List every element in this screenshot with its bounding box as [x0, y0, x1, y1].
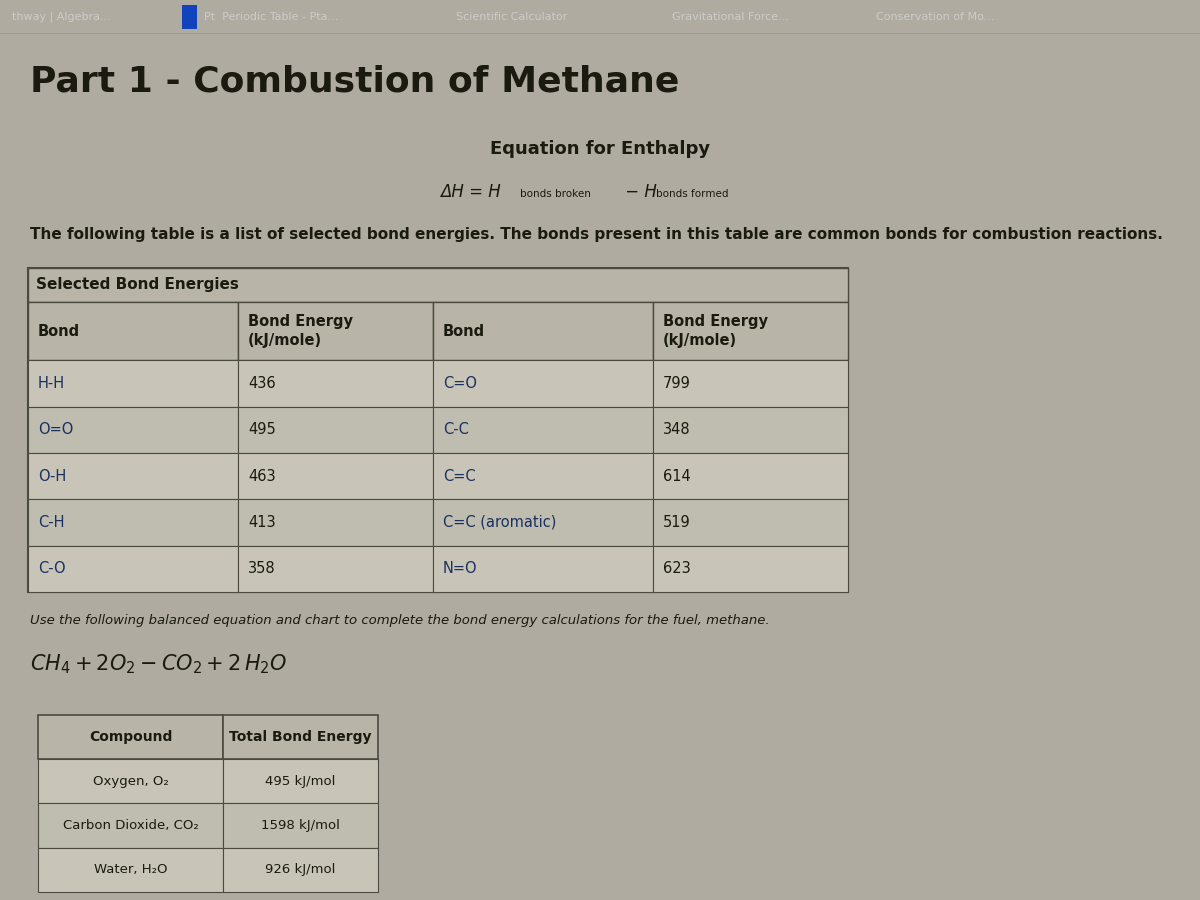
Text: Total Bond Energy: Total Bond Energy	[229, 730, 372, 744]
Text: H-H: H-H	[38, 376, 65, 391]
FancyBboxPatch shape	[433, 500, 653, 545]
Text: Bond: Bond	[38, 324, 80, 338]
FancyBboxPatch shape	[223, 759, 378, 804]
Text: 614: 614	[662, 469, 691, 483]
FancyBboxPatch shape	[28, 360, 238, 407]
FancyBboxPatch shape	[433, 302, 653, 360]
Text: 463: 463	[248, 469, 276, 483]
Text: 1598 kJ/mol: 1598 kJ/mol	[262, 819, 340, 832]
FancyBboxPatch shape	[38, 715, 223, 759]
FancyBboxPatch shape	[653, 453, 848, 500]
Text: ΔH = H: ΔH = H	[440, 184, 500, 202]
FancyBboxPatch shape	[238, 500, 433, 545]
Text: Bond Energy
(kJ/mole): Bond Energy (kJ/mole)	[248, 314, 353, 348]
FancyBboxPatch shape	[223, 804, 378, 848]
Text: C=O: C=O	[443, 376, 478, 391]
Text: 436: 436	[248, 376, 276, 391]
Text: C=C: C=C	[443, 469, 475, 483]
Text: Bond: Bond	[443, 324, 485, 338]
FancyBboxPatch shape	[28, 500, 238, 545]
FancyBboxPatch shape	[238, 407, 433, 453]
FancyBboxPatch shape	[38, 759, 223, 804]
FancyBboxPatch shape	[238, 302, 433, 360]
Text: $\mathit{CH_4+2O_2-CO_2+2\,H_2O}$: $\mathit{CH_4+2O_2-CO_2+2\,H_2O}$	[30, 652, 288, 676]
Text: C-H: C-H	[38, 515, 65, 530]
Text: The following table is a list of selected bond energies. The bonds present in th: The following table is a list of selecte…	[30, 228, 1163, 242]
Text: C-O: C-O	[38, 562, 66, 576]
Text: 495: 495	[248, 422, 276, 437]
Text: Oxygen, O₂: Oxygen, O₂	[92, 775, 168, 788]
Text: Selected Bond Energies: Selected Bond Energies	[36, 277, 239, 292]
FancyBboxPatch shape	[238, 360, 433, 407]
Text: C=C (aromatic): C=C (aromatic)	[443, 515, 557, 530]
Text: 413: 413	[248, 515, 276, 530]
Text: bonds broken: bonds broken	[520, 189, 590, 199]
Text: 358: 358	[248, 562, 276, 576]
Text: N=O: N=O	[443, 562, 478, 576]
Text: Carbon Dioxide, CO₂: Carbon Dioxide, CO₂	[62, 819, 198, 832]
FancyBboxPatch shape	[653, 500, 848, 545]
FancyBboxPatch shape	[28, 302, 238, 360]
FancyBboxPatch shape	[28, 453, 238, 500]
FancyBboxPatch shape	[433, 407, 653, 453]
Text: 926 kJ/mol: 926 kJ/mol	[265, 863, 336, 877]
FancyBboxPatch shape	[653, 360, 848, 407]
Text: Water, H₂O: Water, H₂O	[94, 863, 167, 877]
Text: C-C: C-C	[443, 422, 469, 437]
Text: Pt  Periodic Table - Pta...: Pt Periodic Table - Pta...	[204, 12, 338, 22]
Text: 623: 623	[662, 562, 691, 576]
FancyBboxPatch shape	[653, 545, 848, 592]
Text: 799: 799	[662, 376, 691, 391]
FancyBboxPatch shape	[653, 302, 848, 360]
FancyBboxPatch shape	[28, 407, 238, 453]
Text: thway | Algebra...: thway | Algebra...	[12, 12, 110, 22]
FancyBboxPatch shape	[238, 545, 433, 592]
FancyBboxPatch shape	[223, 715, 378, 759]
Text: Scientific Calculator: Scientific Calculator	[456, 12, 568, 22]
Text: Bond Energy
(kJ/mole): Bond Energy (kJ/mole)	[662, 314, 768, 348]
Text: Use the following balanced equation and chart to complete the bond energy calcul: Use the following balanced equation and …	[30, 614, 769, 627]
Text: O-H: O-H	[38, 469, 66, 483]
FancyBboxPatch shape	[223, 848, 378, 892]
FancyBboxPatch shape	[433, 545, 653, 592]
Text: Gravitational Force...: Gravitational Force...	[672, 12, 790, 22]
FancyBboxPatch shape	[433, 360, 653, 407]
Text: Compound: Compound	[89, 730, 172, 744]
FancyBboxPatch shape	[433, 453, 653, 500]
Text: Part 1 - Combustion of Methane: Part 1 - Combustion of Methane	[30, 65, 679, 98]
Text: 495 kJ/mol: 495 kJ/mol	[265, 775, 336, 788]
Text: Equation for Enthalpy: Equation for Enthalpy	[490, 140, 710, 158]
Text: 348: 348	[662, 422, 691, 437]
Text: 519: 519	[662, 515, 691, 530]
FancyBboxPatch shape	[38, 804, 223, 848]
FancyBboxPatch shape	[238, 453, 433, 500]
Text: Conservation of Mo...: Conservation of Mo...	[876, 12, 995, 22]
FancyBboxPatch shape	[28, 268, 848, 592]
FancyBboxPatch shape	[28, 545, 238, 592]
Text: O=O: O=O	[38, 422, 73, 437]
FancyBboxPatch shape	[38, 848, 223, 892]
Text: − H: − H	[620, 184, 656, 202]
FancyBboxPatch shape	[28, 268, 848, 302]
FancyBboxPatch shape	[653, 407, 848, 453]
Text: bonds formed: bonds formed	[656, 189, 728, 199]
Bar	[182, 5, 197, 29]
